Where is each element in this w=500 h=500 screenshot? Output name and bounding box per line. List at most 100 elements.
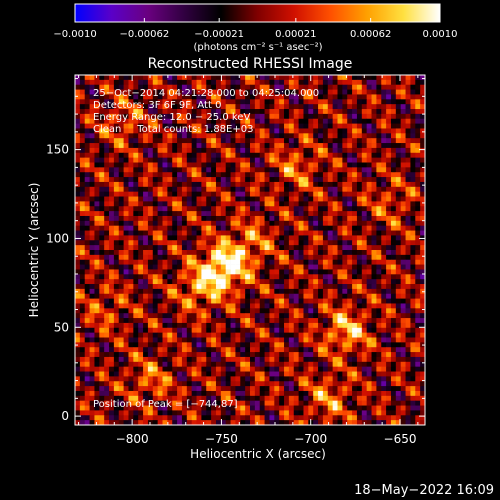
heatmap-cell — [322, 361, 329, 368]
heatmap-cell — [356, 75, 363, 81]
heatmap-cell — [318, 347, 324, 353]
heatmap-cell — [109, 269, 115, 275]
heatmap-cell — [201, 400, 207, 406]
heatmap-cell — [152, 390, 158, 397]
heatmap-cell — [269, 245, 275, 251]
heatmap-cell — [79, 405, 86, 411]
heatmap-cell — [366, 322, 372, 329]
heatmap-cell — [211, 225, 217, 231]
heatmap-cell — [113, 318, 120, 324]
heatmap-cell — [332, 390, 338, 397]
heatmap-cell — [206, 152, 212, 158]
heatmap-cell — [322, 395, 329, 402]
heatmap-cell — [99, 386, 105, 392]
heatmap-cell — [322, 99, 329, 105]
heatmap-cell — [381, 123, 387, 129]
heatmap-cell — [303, 133, 309, 139]
heatmap-cell — [400, 196, 406, 202]
heatmap-cell — [75, 254, 81, 261]
heatmap-cell — [89, 79, 95, 86]
heatmap-cell — [313, 235, 319, 241]
heatmap-cell — [322, 366, 329, 372]
heatmap-cell — [303, 254, 309, 261]
heatmap-cell — [347, 225, 353, 231]
heatmap-cell — [250, 133, 256, 139]
heatmap-cell — [274, 366, 280, 372]
heatmap-cell — [138, 298, 144, 304]
heatmap-cell — [415, 264, 421, 270]
heatmap-cell — [89, 400, 95, 406]
heatmap-cell — [235, 250, 241, 256]
heatmap-cell — [366, 381, 372, 387]
heatmap-cell — [269, 313, 275, 319]
heatmap-cell — [104, 143, 110, 149]
heatmap-cell — [206, 104, 212, 110]
heatmap-cell — [196, 322, 202, 329]
heatmap-cell — [75, 230, 81, 236]
heatmap-cell — [172, 366, 178, 372]
heatmap-cell — [250, 230, 256, 236]
heatmap-cell — [128, 104, 134, 110]
heatmap-cell — [337, 123, 343, 129]
heatmap-cell — [84, 162, 90, 168]
heatmap-cell — [308, 191, 314, 197]
heatmap-cell — [327, 94, 333, 100]
heatmap-cell — [196, 352, 202, 358]
heatmap-cell — [230, 113, 236, 120]
heatmap-cell — [211, 250, 217, 256]
heatmap-cell — [206, 318, 212, 324]
heatmap-cell — [337, 308, 343, 314]
heatmap-cell — [269, 303, 275, 309]
heatmap-cell — [279, 337, 285, 343]
heatmap-cell — [225, 128, 231, 134]
heatmap-cell — [143, 400, 149, 406]
heatmap-cell — [322, 279, 329, 285]
heatmap-cell — [376, 99, 382, 105]
heatmap-cell — [230, 138, 236, 144]
heatmap-cell — [288, 347, 295, 353]
heatmap-cell — [99, 400, 105, 406]
heatmap-cell — [89, 352, 95, 358]
heatmap-cell — [177, 352, 183, 358]
heatmap-cell — [104, 109, 110, 115]
heatmap-cell — [109, 288, 115, 295]
heatmap-cell — [366, 143, 372, 149]
heatmap-cell — [118, 167, 124, 173]
heatmap-cell — [128, 322, 134, 329]
heatmap-cell — [181, 167, 188, 173]
heatmap-cell — [303, 186, 309, 193]
heatmap-cell — [191, 322, 197, 329]
heatmap-cell — [342, 264, 348, 270]
heatmap-cell — [143, 245, 149, 251]
heatmap-cell — [109, 147, 115, 154]
heatmap-cell — [113, 177, 120, 183]
heatmap-cell — [386, 308, 392, 314]
heatmap-cell — [420, 279, 426, 285]
heatmap-cell — [152, 240, 158, 246]
heatmap-cell — [196, 201, 202, 207]
heatmap-cell — [215, 215, 222, 222]
heatmap-cell — [327, 89, 333, 95]
heatmap-cell — [181, 254, 188, 261]
heatmap-cell — [352, 318, 358, 324]
heatmap-cell — [269, 395, 275, 402]
heatmap-cell — [225, 264, 231, 270]
heatmap-cell — [191, 327, 197, 333]
heatmap-cell — [240, 250, 246, 256]
heatmap-cell — [264, 337, 270, 343]
heatmap-cell — [245, 254, 251, 261]
heatmap-cell — [337, 395, 343, 402]
heatmap-cell — [89, 288, 95, 295]
heatmap-cell — [206, 186, 212, 193]
heatmap-cell — [269, 104, 275, 110]
heatmap-cell — [89, 386, 95, 392]
heatmap-cell — [308, 181, 314, 188]
heatmap-cell — [332, 206, 338, 212]
heatmap-cell — [215, 381, 222, 387]
heatmap-cell — [352, 308, 358, 314]
heatmap-cell — [181, 177, 188, 183]
heatmap-cell — [113, 75, 120, 81]
heatmap-cell — [337, 206, 343, 212]
heatmap-cell — [186, 89, 193, 95]
heatmap-cell — [318, 332, 324, 338]
